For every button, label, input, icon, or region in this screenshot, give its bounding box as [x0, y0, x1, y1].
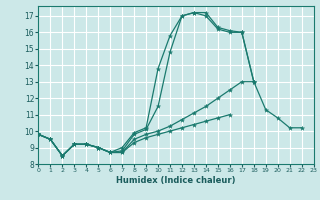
X-axis label: Humidex (Indice chaleur): Humidex (Indice chaleur): [116, 176, 236, 185]
